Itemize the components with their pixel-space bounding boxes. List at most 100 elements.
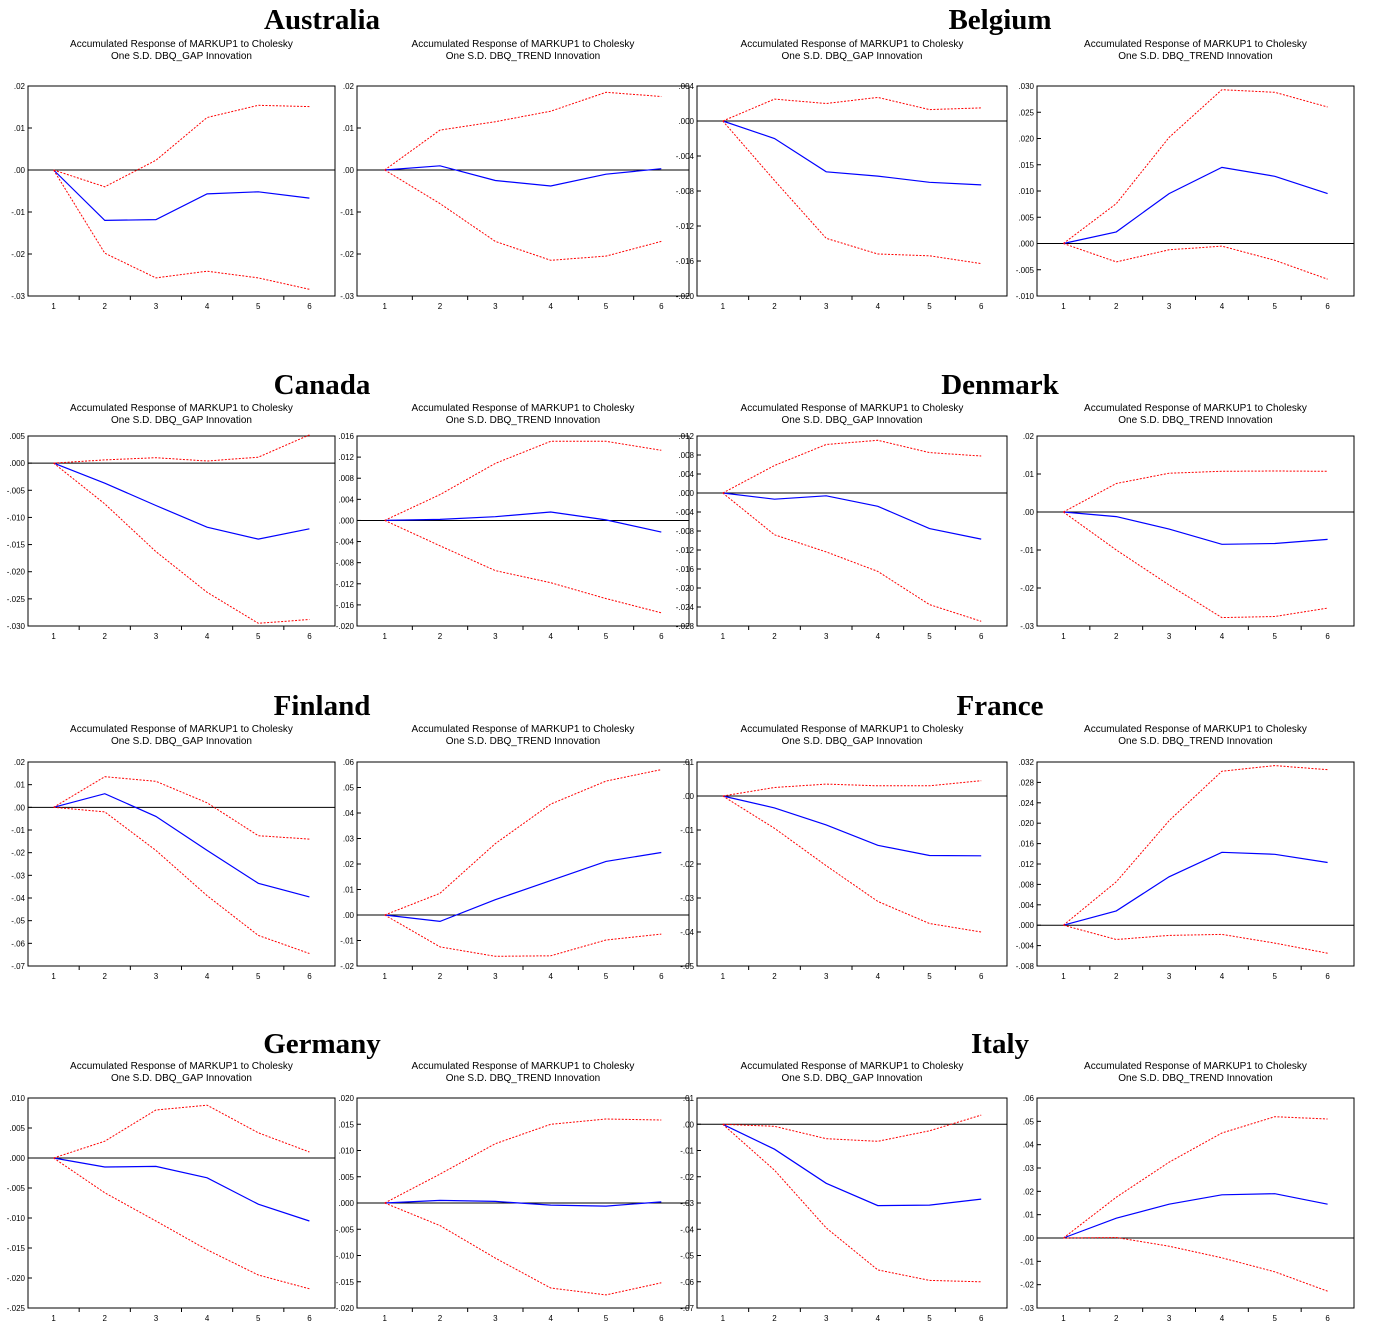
x-tick-label: 2	[772, 1314, 777, 1323]
irf-chart: Accumulated Response of MARKUP1 to Chole…	[325, 402, 693, 648]
chart-svg: Accumulated Response of MARKUP1 to Chole…	[11, 724, 336, 981]
response-line	[384, 1199, 662, 1207]
y-tick-label: -.01	[680, 1147, 694, 1156]
confidence-band-lower	[53, 1157, 310, 1290]
y-tick-label: .005	[9, 1124, 25, 1133]
y-tick-label: .015	[338, 1120, 354, 1129]
confidence-band-upper	[53, 104, 310, 188]
chart-svg: Accumulated Response of MARKUP1 to Chole…	[1020, 1061, 1355, 1323]
x-tick-label: 1	[382, 972, 387, 981]
irf-chart: Accumulated Response of MARKUP1 to Chole…	[1005, 723, 1358, 988]
y-tick-label: .00	[1023, 508, 1035, 517]
x-tick-label: 3	[154, 972, 159, 981]
y-tick-label: .004	[338, 495, 354, 504]
y-tick-label: -.06	[11, 939, 25, 948]
y-tick-label: .02	[343, 82, 355, 91]
chart-title-line: Accumulated Response of MARKUP1 to Chole…	[412, 1061, 635, 1072]
x-tick-label: 1	[721, 302, 726, 311]
chart-title-line: Accumulated Response of MARKUP1 to Chole…	[1084, 724, 1307, 735]
x-tick-label: 4	[548, 632, 553, 641]
chart-title-line: Accumulated Response of MARKUP1 to Chole…	[1084, 403, 1307, 414]
y-tick-label: .01	[683, 758, 695, 767]
y-tick-label: .000	[338, 516, 354, 525]
y-tick-label: -.03	[680, 894, 694, 903]
y-tick-label: -.004	[676, 508, 695, 517]
chart-svg: Accumulated Response of MARKUP1 to Chole…	[680, 1061, 1008, 1323]
y-tick-label: -.02	[680, 1173, 694, 1182]
chart-svg: Accumulated Response of MARKUP1 to Chole…	[676, 403, 1008, 641]
confidence-band-upper	[53, 776, 310, 840]
x-tick-label: 2	[772, 302, 777, 311]
x-tick-label: 6	[1325, 1314, 1330, 1323]
x-tick-label: 3	[824, 632, 829, 641]
y-tick-label: -.012	[676, 222, 695, 231]
y-tick-label: .000	[9, 1154, 25, 1163]
y-tick-label: .012	[338, 453, 354, 462]
irf-chart: Accumulated Response of MARKUP1 to Chole…	[325, 723, 693, 988]
chart-svg: Accumulated Response of MARKUP1 to Chole…	[676, 39, 1008, 311]
x-tick-label: 3	[1167, 302, 1172, 311]
y-tick-label: -.005	[7, 1184, 26, 1193]
x-tick-label: 4	[1220, 972, 1225, 981]
confidence-band-upper	[384, 91, 662, 171]
response-line	[1063, 1193, 1328, 1239]
y-tick-label: .000	[678, 117, 694, 126]
irf-chart: Accumulated Response of MARKUP1 to Chole…	[665, 38, 1011, 318]
chart-title-line: Accumulated Response of MARKUP1 to Chole…	[70, 39, 293, 50]
chart-title-line: Accumulated Response of MARKUP1 to Chole…	[1084, 39, 1307, 50]
x-tick-label: 1	[382, 1314, 387, 1323]
x-tick-label: 5	[256, 972, 261, 981]
confidence-band-upper	[1063, 765, 1328, 926]
y-tick-label: .00	[14, 803, 26, 812]
response-line	[1063, 166, 1328, 245]
x-tick-label: 3	[1167, 632, 1172, 641]
x-tick-label: 3	[493, 1314, 498, 1323]
y-tick-label: .01	[683, 1094, 695, 1103]
y-tick-label: -.024	[676, 603, 695, 612]
chart-svg: Accumulated Response of MARKUP1 to Chole…	[340, 724, 690, 981]
x-tick-label: 2	[1114, 302, 1119, 311]
x-tick-label: 4	[205, 1314, 210, 1323]
response-line	[53, 793, 310, 898]
country-title: Italy	[971, 1028, 1029, 1060]
x-tick-label: 4	[205, 302, 210, 311]
y-tick-label: -.01	[680, 826, 694, 835]
y-tick-label: .01	[343, 886, 355, 895]
x-tick-label: 4	[548, 972, 553, 981]
y-tick-label: .00	[14, 166, 26, 175]
chart-title-line: One S.D. DBQ_GAP Innovation	[111, 415, 252, 426]
chart-title-line: One S.D. DBQ_GAP Innovation	[781, 51, 922, 62]
confidence-band-lower	[53, 169, 310, 290]
chart-svg: Accumulated Response of MARKUP1 to Chole…	[680, 724, 1008, 981]
x-tick-label: 1	[51, 1314, 56, 1323]
x-tick-label: 6	[307, 972, 312, 981]
confidence-band-upper	[384, 769, 662, 916]
chart-svg: Accumulated Response of MARKUP1 to Chole…	[11, 39, 336, 311]
x-tick-label: 6	[659, 302, 664, 311]
x-tick-label: 4	[876, 972, 881, 981]
y-tick-label: .000	[338, 1199, 354, 1208]
y-tick-label: -.004	[676, 152, 695, 161]
y-tick-label: -.004	[1016, 942, 1035, 951]
chart-svg: Accumulated Response of MARKUP1 to Chole…	[7, 1061, 336, 1323]
confidence-band-lower	[384, 1202, 662, 1296]
chart-svg: Accumulated Response of MARKUP1 to Chole…	[336, 403, 690, 641]
y-tick-label: -.02	[1020, 1281, 1034, 1290]
response-line	[722, 492, 982, 540]
x-tick-label: 2	[438, 302, 443, 311]
irf-chart: Accumulated Response of MARKUP1 to Chole…	[665, 1060, 1011, 1330]
y-tick-label: -.010	[7, 1214, 26, 1223]
response-line	[53, 1157, 310, 1222]
chart-svg: Accumulated Response of MARKUP1 to Chole…	[336, 1061, 690, 1323]
y-tick-label: -.008	[676, 527, 695, 536]
x-tick-label: 6	[659, 632, 664, 641]
y-tick-label: -.020	[336, 1304, 355, 1313]
x-tick-label: 4	[205, 972, 210, 981]
confidence-band-lower	[722, 120, 982, 265]
y-tick-label: .004	[678, 470, 694, 479]
chart-title-line: One S.D. DBQ_TREND Innovation	[446, 51, 601, 62]
y-tick-label: -.01	[340, 208, 354, 217]
chart-title-line: Accumulated Response of MARKUP1 to Chole…	[70, 1061, 293, 1072]
irf-chart: Accumulated Response of MARKUP1 to Chole…	[1005, 1060, 1358, 1330]
chart-title-line: Accumulated Response of MARKUP1 to Chole…	[70, 724, 293, 735]
